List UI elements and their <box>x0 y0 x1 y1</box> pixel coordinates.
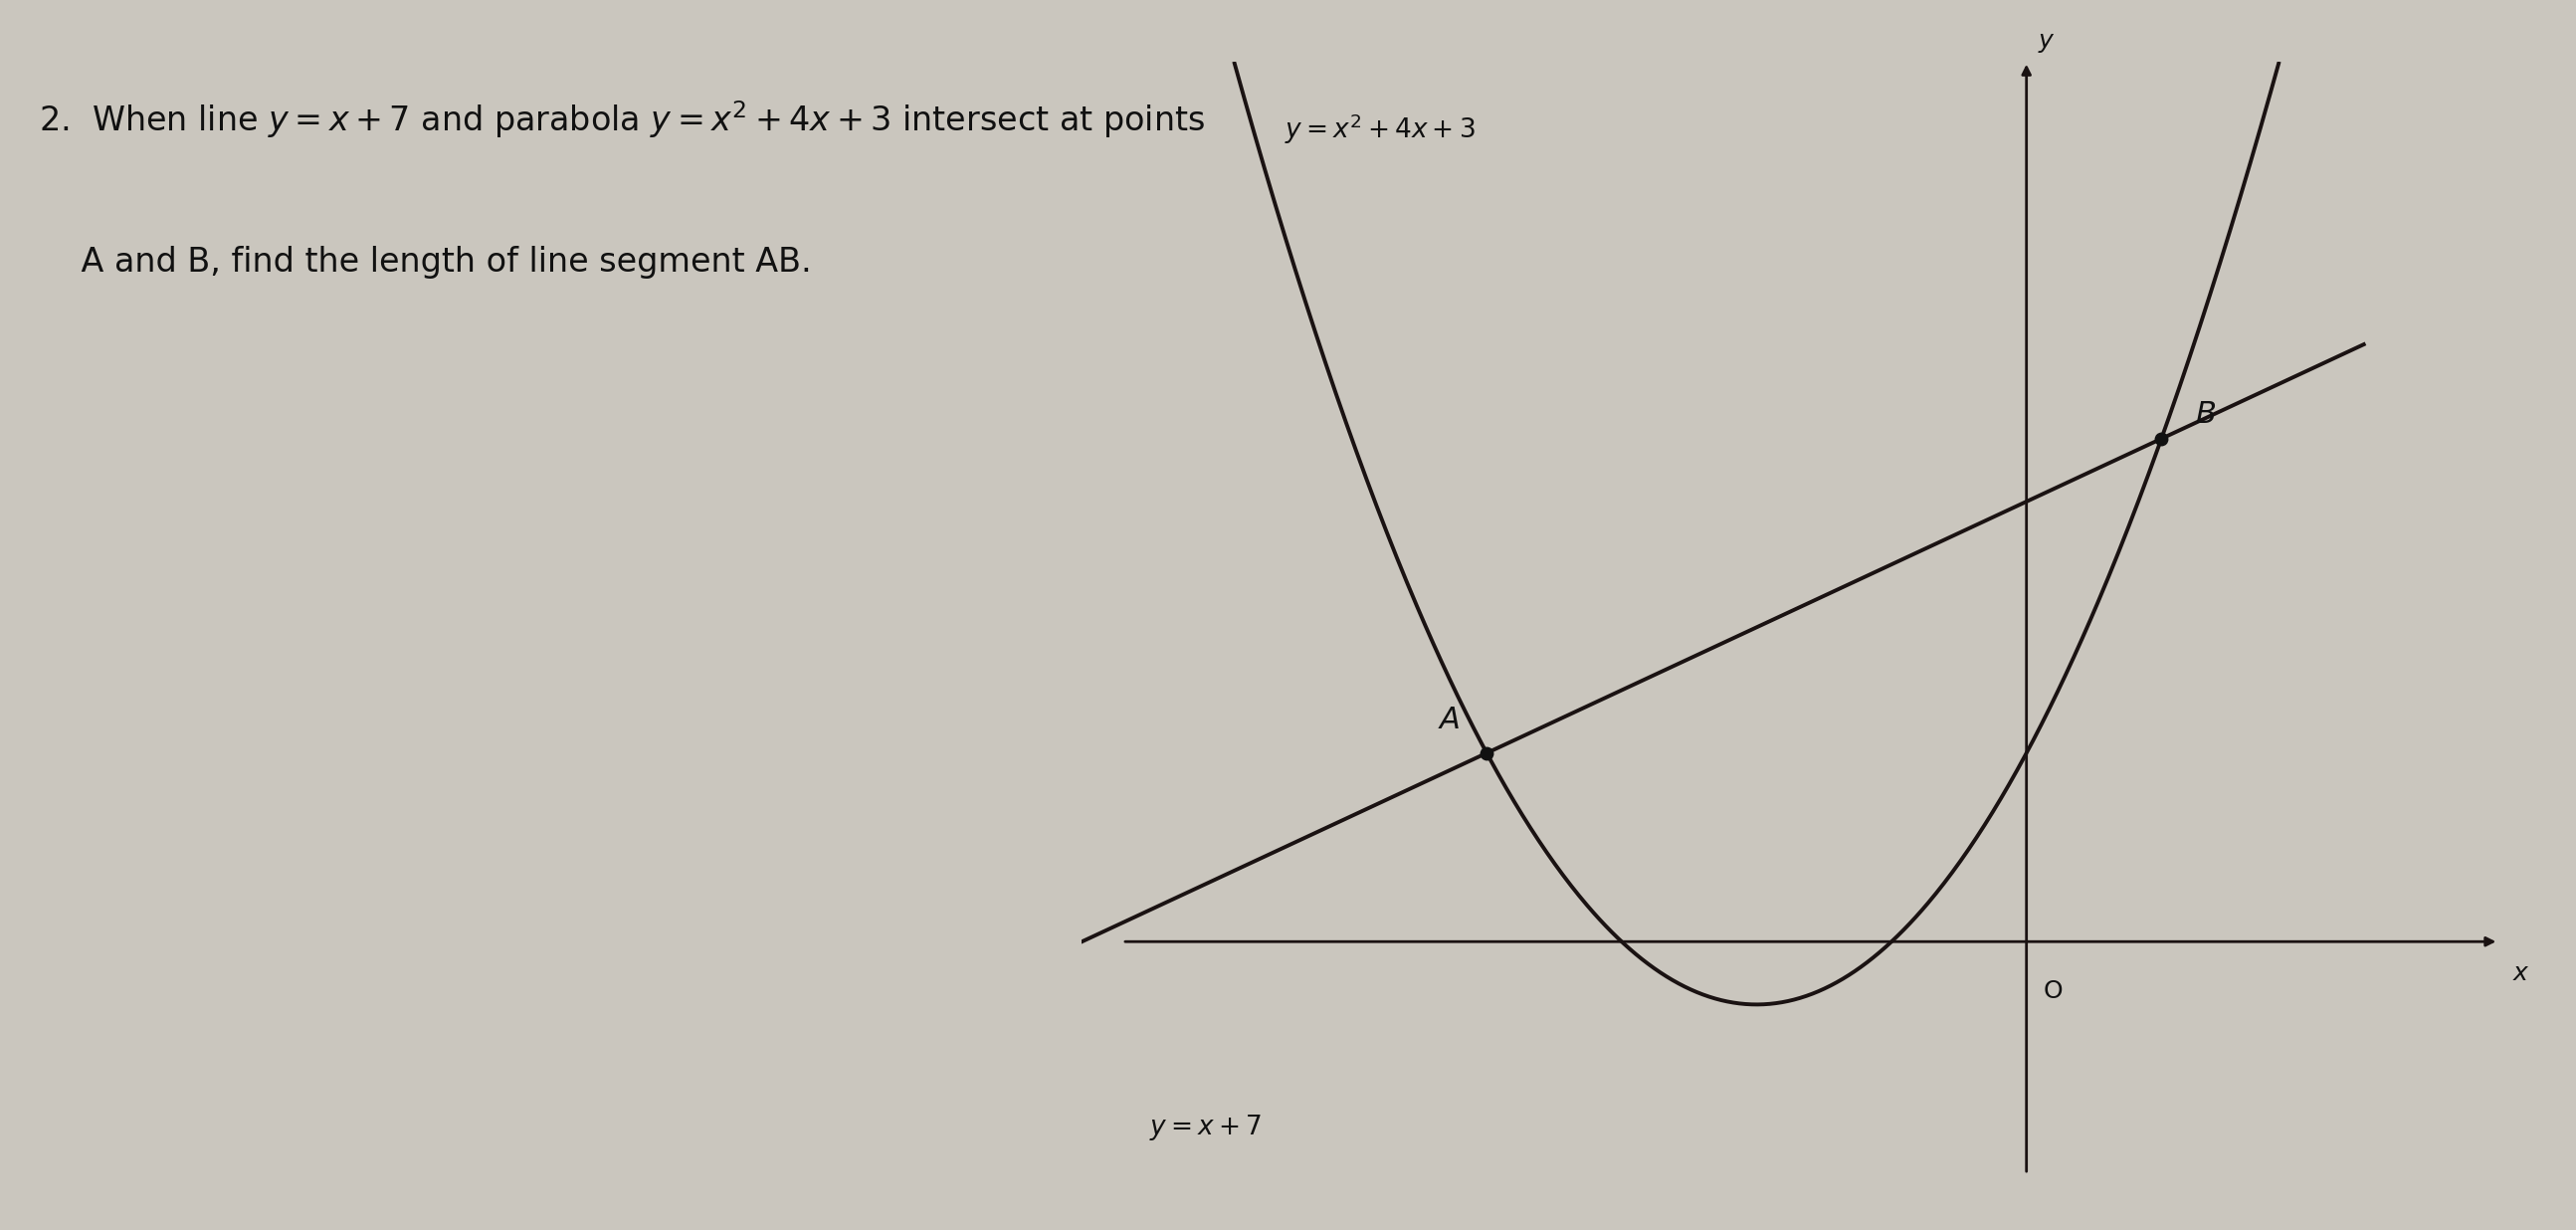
Text: A: A <box>1440 705 1461 734</box>
Text: 2.  When line $y = x + 7$ and parabola $y = x^2 + 4x + 3$ intersect at points: 2. When line $y = x + 7$ and parabola $y… <box>39 98 1206 140</box>
Text: B: B <box>2195 401 2215 429</box>
Text: $y = x^2 + 4x + 3$: $y = x^2 + 4x + 3$ <box>1285 112 1476 146</box>
Text: $y = x + 7$: $y = x + 7$ <box>1149 1113 1262 1143</box>
Text: A and B, find the length of line segment AB.: A and B, find the length of line segment… <box>39 246 811 279</box>
Text: $x$: $x$ <box>2512 961 2530 985</box>
Text: O: O <box>2043 979 2063 1004</box>
Text: $y$: $y$ <box>2038 31 2056 55</box>
